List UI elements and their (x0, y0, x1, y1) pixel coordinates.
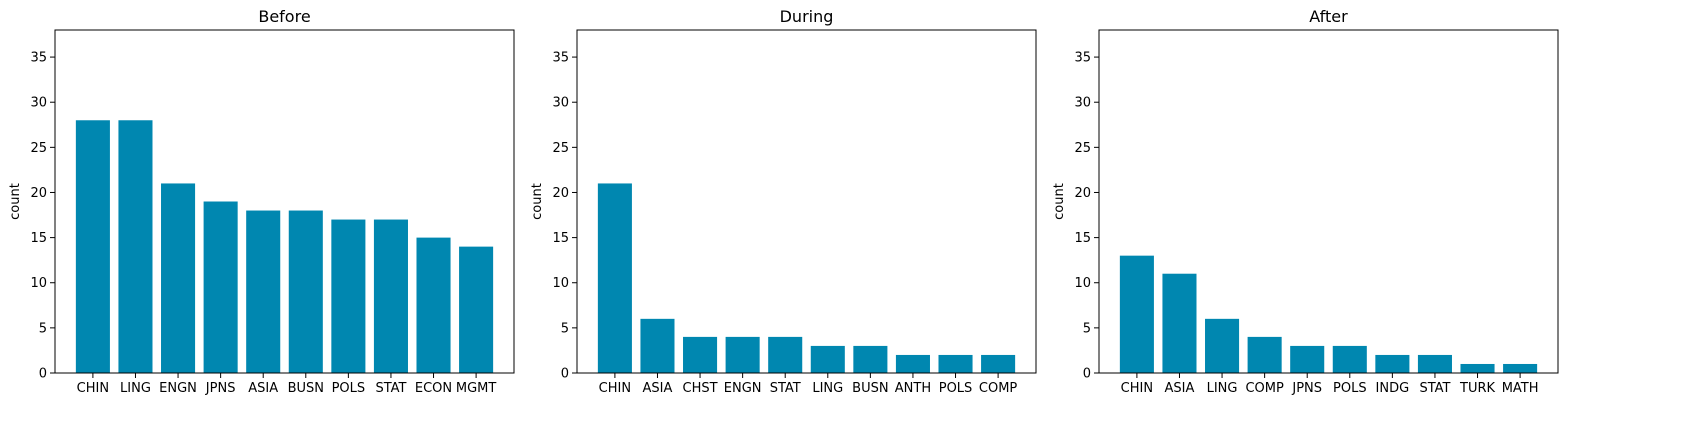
x-tick-label: STAT (375, 381, 406, 396)
y-tick-label: 0 (1083, 367, 1091, 382)
bar (331, 219, 366, 373)
bar (118, 120, 153, 373)
bar (161, 183, 196, 373)
y-tick-label: 5 (39, 321, 47, 336)
y-tick-label: 20 (552, 186, 569, 201)
bar (1119, 255, 1154, 373)
y-tick-label: 10 (1074, 276, 1091, 291)
y-tick-label: 25 (1074, 141, 1091, 156)
bar (1247, 336, 1282, 373)
x-tick-label: CHST (683, 381, 718, 396)
bar (725, 336, 760, 373)
bar (768, 336, 803, 373)
y-tick-label: 35 (1074, 51, 1091, 66)
x-tick-label: COMP (979, 381, 1018, 396)
x-tick-label: LING (812, 381, 843, 396)
chart-panel-during: During count 0 5 10 15 20 25 30 35 CHIN ASIA CHST E… (530, 7, 1037, 396)
bar (640, 318, 675, 373)
bar (1290, 345, 1325, 373)
y-tick-label: 30 (1074, 96, 1091, 111)
x-tick-label: BUSN (852, 381, 888, 396)
bar (416, 237, 451, 373)
x-tick-label: LING (1207, 381, 1238, 396)
y-axis-label: count (1052, 183, 1067, 220)
x-tick-label: BUSN (288, 381, 324, 396)
chart-title: During (780, 7, 834, 26)
x-tick-label: INDG (1376, 381, 1410, 396)
axes-frame (1098, 29, 1559, 374)
bar (75, 120, 110, 373)
x-tick-label: ENGN (724, 381, 762, 396)
bar (373, 219, 408, 373)
axes-frame (576, 29, 1037, 374)
y-tick-label: 15 (30, 231, 47, 246)
y-tick-label: 25 (552, 141, 569, 156)
x-tick-label: TURK (1459, 381, 1495, 396)
y-tick-label: 5 (561, 321, 569, 336)
x-tick-label: COMP (1245, 381, 1284, 396)
chart-title: After (1309, 7, 1348, 26)
x-tick-label: CHIN (77, 381, 109, 396)
x-tick-label: POLS (939, 381, 973, 396)
x-tick-label: CHIN (1121, 381, 1153, 396)
y-tick-label: 0 (561, 367, 569, 382)
bar (1162, 273, 1197, 373)
x-tick-label: STAT (1419, 381, 1450, 396)
x-tick-label: ECON (415, 381, 452, 396)
y-tick-label: 35 (30, 51, 47, 66)
bar (683, 336, 718, 373)
y-axis-label: count (8, 183, 23, 220)
chart-title: Before (258, 7, 310, 26)
x-tick-label: ANTH (895, 381, 931, 396)
bar (895, 354, 930, 373)
bar (1205, 318, 1240, 373)
y-tick-label: 15 (1074, 231, 1091, 246)
y-tick-label: 15 (552, 231, 569, 246)
x-tick-label: ASIA (248, 381, 278, 396)
bar (459, 246, 494, 373)
x-tick-label: MGMT (456, 381, 497, 396)
bar (853, 345, 888, 373)
axes-frame (54, 29, 515, 374)
y-tick-label: 30 (552, 96, 569, 111)
chart-panel-after: After count 0 5 10 15 20 25 30 35 CHIN ASIA LING CO… (1052, 7, 1559, 396)
y-axis-label: count (530, 183, 545, 220)
bar (1417, 354, 1452, 373)
x-tick-label: STAT (770, 381, 801, 396)
bar (810, 345, 845, 373)
bar (1460, 363, 1495, 373)
bar (203, 201, 238, 373)
y-tick-label: 20 (30, 186, 47, 201)
bar (288, 210, 323, 373)
y-tick-label: 30 (30, 96, 47, 111)
y-tick-label: 5 (1083, 321, 1091, 336)
x-tick-label: ASIA (643, 381, 673, 396)
x-tick-label: JPNS (205, 381, 236, 396)
x-tick-label: POLS (332, 381, 366, 396)
bar (1503, 363, 1538, 373)
x-tick-label: ASIA (1165, 381, 1195, 396)
chart-panel-before: Before count 0 5 10 15 20 25 30 35 CHIN LING ENGN J… (8, 7, 515, 396)
y-tick-label: 20 (1074, 186, 1091, 201)
bar (597, 183, 632, 373)
x-tick-label: POLS (1333, 381, 1367, 396)
x-tick-label: LING (120, 381, 151, 396)
x-tick-label: ENGN (159, 381, 197, 396)
bar (246, 210, 281, 373)
y-tick-label: 0 (39, 367, 47, 382)
bar (1332, 345, 1367, 373)
x-tick-label: CHIN (599, 381, 631, 396)
y-tick-label: 10 (30, 276, 47, 291)
y-tick-label: 10 (552, 276, 569, 291)
x-tick-label: MATH (1502, 381, 1539, 396)
y-tick-label: 35 (552, 51, 569, 66)
y-tick-label: 25 (30, 141, 47, 156)
x-tick-label: JPNS (1291, 381, 1322, 396)
bar (981, 354, 1016, 373)
bar (938, 354, 973, 373)
bar (1375, 354, 1410, 373)
